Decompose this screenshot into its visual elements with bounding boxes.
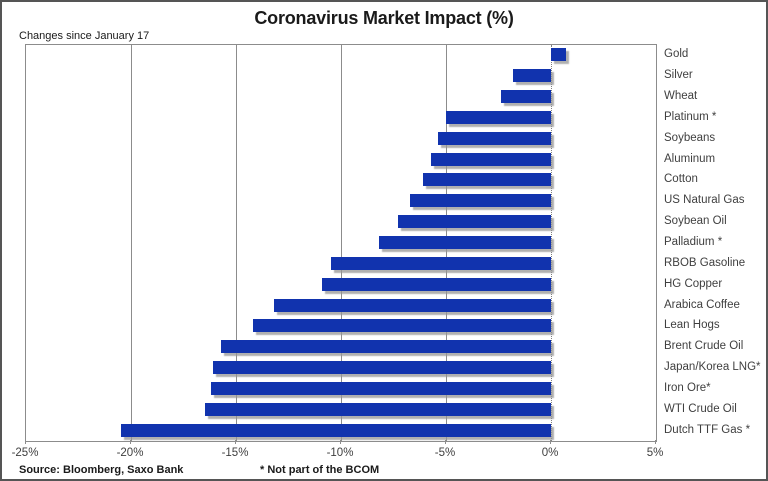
bar-hg-copper [322,277,551,291]
bar-palladium [378,235,551,249]
x-tickmark [550,440,551,444]
bar-row [26,295,656,316]
source-credit: Source: Bloomberg, Saxo Bank [19,464,184,476]
x-tickmark [25,440,26,444]
category-label: Arabica Coffee [664,298,740,311]
bar-row [26,149,656,170]
bar-row [26,170,656,191]
bar-wheat [500,90,551,104]
bar-row [26,233,656,254]
x-ticklabel: 0% [541,447,559,459]
bar-row [26,399,656,420]
bar-row [26,378,656,399]
category-label: RBOB Gasoline [664,256,746,269]
bar-japan-korea-lng [212,361,551,375]
category-label: Dutch TTF Gas * [664,423,751,436]
x-tickmark [340,440,341,444]
category-label: Wheat [664,90,698,103]
bar-row [26,420,656,441]
category-label: Cotton [664,173,698,186]
bar-brent-crude-oil [221,340,551,354]
x-ticklabel: 5% [646,447,664,459]
bar-row [26,45,656,66]
bar-row [26,66,656,87]
x-tickmark [445,440,446,444]
gridline--20 [131,45,132,441]
bar-row [26,358,656,379]
bar-dutch-ttf-gas [120,423,551,437]
chart-title: Coronavirus Market Impact (%) [254,8,514,28]
bar-row [26,274,656,295]
footnote-bcom: * Not part of the BCOM [260,464,380,476]
plot-area [25,44,657,442]
bar-soybeans [437,131,551,145]
zero-gridline [551,45,552,441]
category-label: Aluminum [664,152,716,165]
bar-aluminum [431,152,551,166]
category-label: Palladium * [664,235,723,248]
bar-row [26,108,656,129]
bar-arabica-coffee [273,298,551,312]
x-ticklabel: -20% [116,447,144,459]
x-tickmark [655,440,656,444]
bar-wti-crude-oil [204,402,551,416]
bar-us-natural-gas [410,194,551,208]
gridline--15 [236,45,237,441]
category-label: Platinum * [664,110,717,123]
bar-iron-ore [210,381,551,395]
bar-row [26,87,656,108]
bar-row [26,337,656,358]
category-label: Lean Hogs [664,319,720,332]
category-label: Soybean Oil [664,215,727,228]
bar-row [26,316,656,337]
bar-row [26,191,656,212]
bar-gold [551,48,566,62]
x-ticklabel: -15% [221,447,249,459]
bar-soybean-oil [397,215,551,229]
bar-row [26,212,656,233]
category-label: Soybeans [664,131,716,144]
bar-row [26,128,656,149]
x-ticklabel: -5% [434,447,456,459]
bar-rbob-gasoline [330,256,551,270]
bar-silver [513,69,551,83]
category-label: US Natural Gas [664,194,745,207]
bar-row [26,253,656,274]
x-tickmark [130,440,131,444]
value-axis: -25% -20% -15% -10% -5% 0% 5% [12,440,663,462]
category-axis-labels: Gold Silver Wheat Platinum * Soybeans Aluminu… [664,44,768,440]
x-tickmark [235,440,236,444]
bar-cotton [422,173,551,187]
x-ticklabel: -10% [326,447,354,459]
bar-lean-hogs [252,319,551,333]
category-label: Iron Ore* [664,381,711,394]
category-label: Brent Crude Oil [664,340,744,353]
x-ticklabel: -25% [11,447,39,459]
category-label: Silver [664,69,693,82]
category-label: WTI Crude Oil [664,402,737,415]
category-label: Japan/Korea LNG* [664,361,761,374]
gridline--10 [341,45,342,441]
category-label: Gold [664,48,689,61]
category-label: HG Copper [664,277,723,290]
bar-platinum [446,110,551,124]
chart-subtitle: Changes since January 17 [19,30,150,42]
